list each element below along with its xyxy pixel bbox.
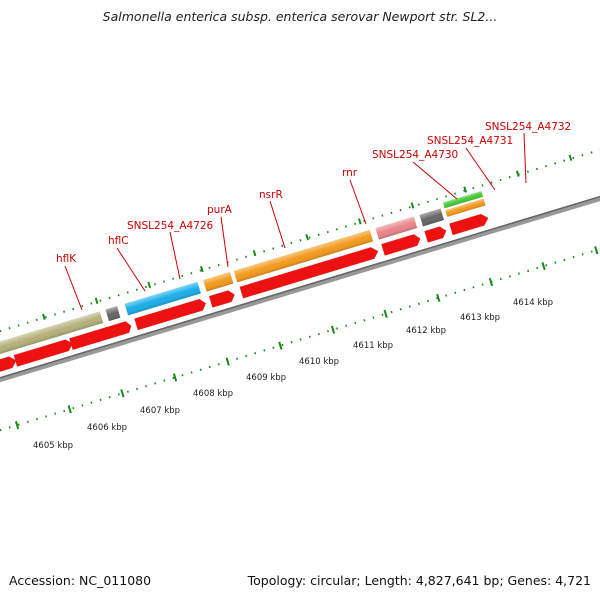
accession-text: Accession: NC_011080	[9, 573, 152, 588]
kbp-labels: 4605 kbp 4606 kbp 4607 kbp 4608 kbp 4609…	[33, 298, 553, 451]
kbp-label-4608: 4608 kbp	[193, 389, 233, 399]
leader-hflk	[64, 265, 83, 311]
kbp-label-4610: 4610 kbp	[299, 357, 339, 367]
kbp-label-4613: 4613 kbp	[460, 313, 500, 323]
kbp-label-4612: 4612 kbp	[406, 326, 446, 336]
cds-arrow[interactable]	[134, 298, 207, 331]
gene-label-snsl254-a4731[interactable]: SNSL254_A4731	[427, 135, 513, 147]
gene-labels: hflK hflC SNSL254_A4726 purA nsrR rnr SN…	[56, 121, 571, 265]
cds-arrow[interactable]	[424, 225, 448, 243]
cds-arrow[interactable]	[449, 212, 490, 236]
forward-features	[0, 190, 486, 359]
leader-snsl254-a4732	[523, 132, 527, 184]
leader-rnr	[349, 179, 367, 225]
leader-snsl254-a4730	[412, 161, 458, 200]
genome-backbone	[0, 166, 600, 420]
cds-arrows	[0, 212, 490, 383]
genome-title: Salmonella enterica subsp. enterica sero…	[102, 9, 498, 24]
gene-label-hflc[interactable]: hflC	[108, 235, 129, 247]
kbp-label-4611: 4611 kbp	[353, 341, 393, 351]
cds-arrow[interactable]	[208, 289, 236, 308]
gene-label-snsl254-a4730[interactable]: SNSL254_A4730	[372, 149, 458, 161]
leader-nsrr	[269, 200, 286, 249]
gene-label-rnr[interactable]: rnr	[342, 167, 358, 179]
cds-arrow[interactable]	[381, 233, 422, 256]
topology-summary: Topology: circular; Length: 4,827,641 bp…	[247, 573, 591, 588]
cds-arrow[interactable]	[0, 355, 18, 383]
leader-snsl254-a4731	[465, 147, 496, 191]
outer-ruler	[0, 123, 600, 368]
inner-ruler	[0, 214, 600, 459]
kbp-label-4607: 4607 kbp	[140, 406, 180, 416]
cds-arrow[interactable]	[69, 321, 129, 350]
label-leaders	[64, 132, 527, 311]
kbp-label-4605: 4605 kbp	[33, 441, 73, 451]
gene-label-hflk[interactable]: hflK	[56, 253, 77, 265]
kbp-label-4609: 4609 kbp	[246, 373, 286, 383]
cds-arrow[interactable]	[239, 246, 380, 299]
gene-label-snsl254-a4732[interactable]: SNSL254_A4732	[485, 121, 571, 133]
kbp-label-4614: 4614 kbp	[513, 298, 553, 308]
cds-arrow[interactable]	[119, 320, 133, 335]
gene-label-nsrr[interactable]: nsrR	[259, 189, 283, 201]
kbp-label-4606: 4606 kbp	[87, 423, 127, 433]
gene-label-pura[interactable]: purA	[207, 204, 233, 216]
cds-arrow[interactable]	[13, 338, 75, 367]
leader-snsl254-a4726	[169, 231, 181, 280]
leader-hflc	[116, 247, 146, 292]
leader-pura	[220, 216, 229, 268]
gene-label-snsl254-a4726[interactable]: SNSL254_A4726	[127, 220, 214, 232]
